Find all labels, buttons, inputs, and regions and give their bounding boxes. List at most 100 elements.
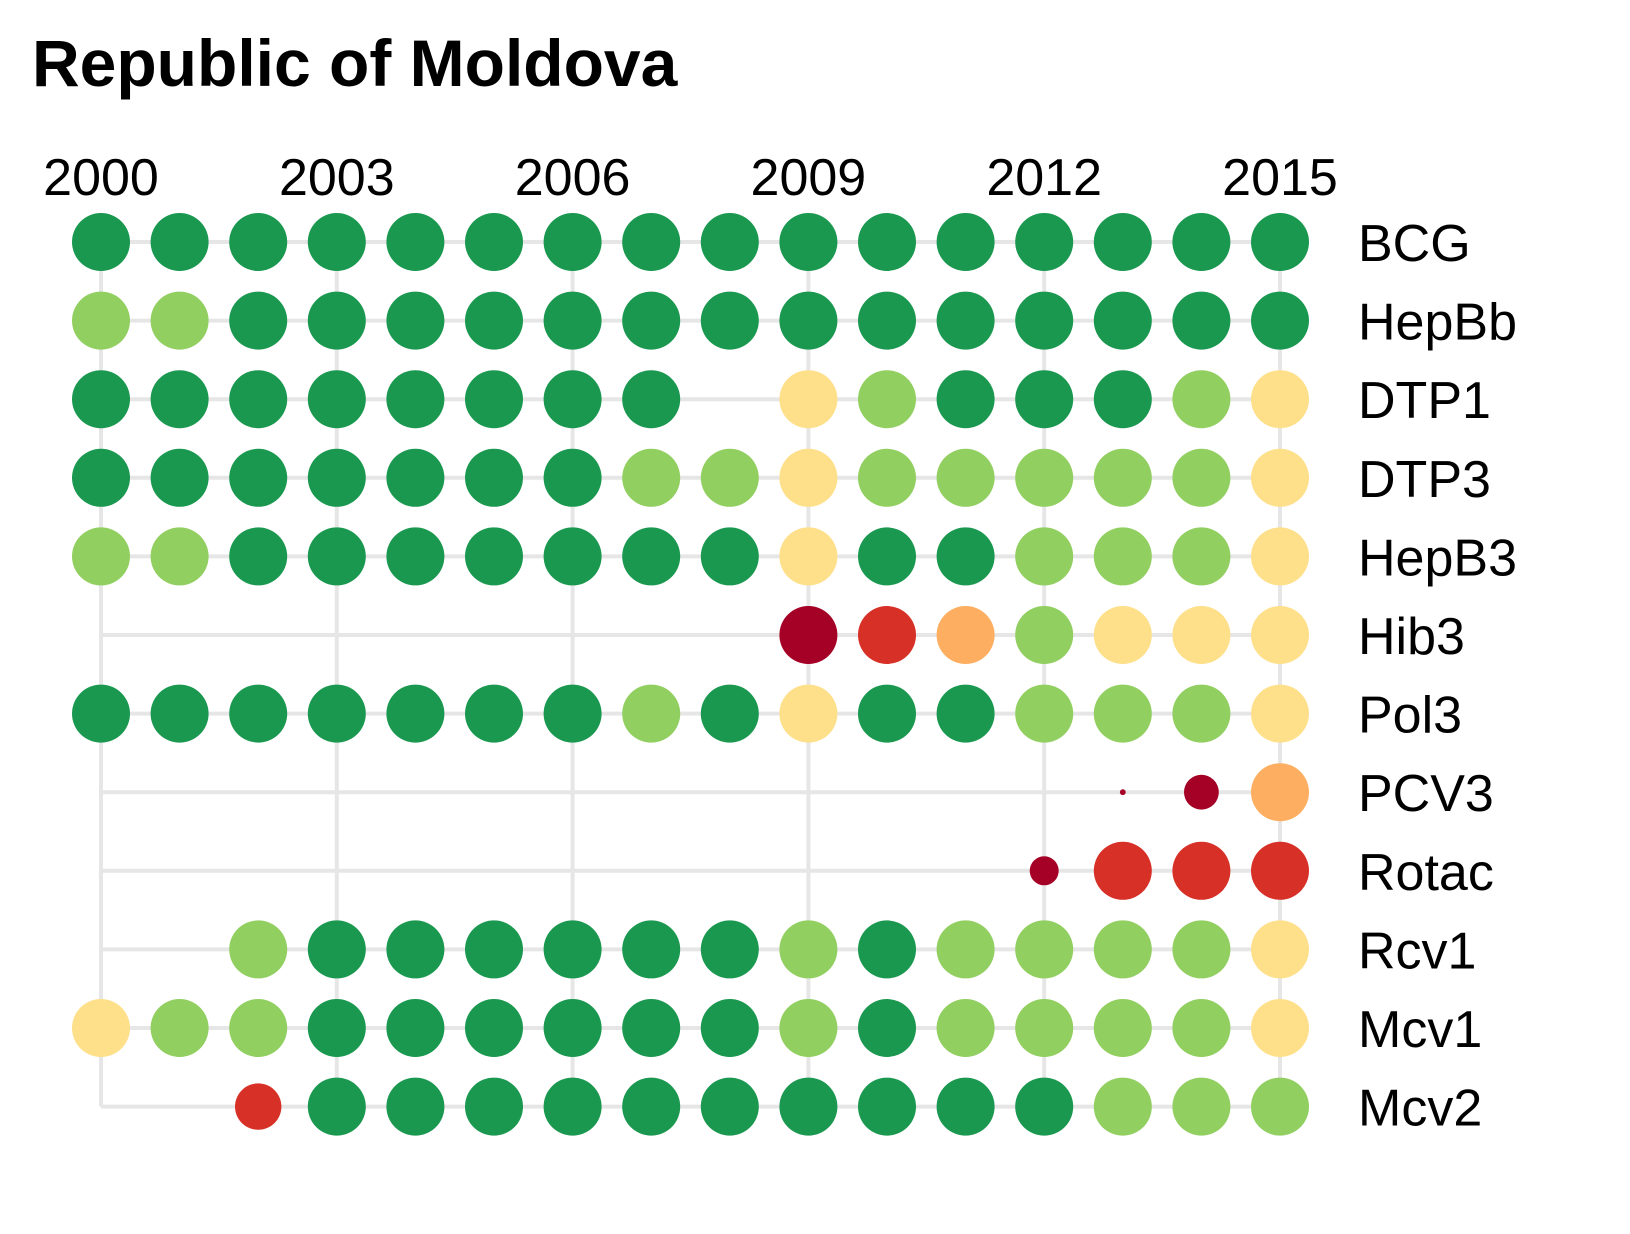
dot-hib3-2011	[936, 606, 995, 664]
dot-pol3-2015	[1251, 684, 1309, 743]
dot-pol3-2010	[858, 684, 916, 743]
dot-hib3-2015	[1251, 606, 1309, 664]
dot-hepb3-2008	[700, 527, 759, 586]
dot-rcv1-2009	[779, 920, 838, 979]
dot-hepbb-2003	[307, 291, 366, 350]
dot-hepb3-2015	[1251, 527, 1309, 586]
dot-mcv1-2004	[386, 999, 445, 1057]
dot-dtp1-2010	[858, 370, 916, 429]
dot-bcg-2004	[386, 213, 445, 271]
dot-bcg-2003	[307, 213, 366, 271]
dot-mcv2-2005	[465, 1077, 523, 1136]
x-tick-label: 2000	[43, 149, 159, 207]
row-label-bcg: BCG	[1358, 215, 1471, 273]
dot-hepbb-2015	[1251, 291, 1309, 350]
dot-mcv2-2007	[622, 1077, 681, 1136]
dot-dtp3-2006	[543, 448, 602, 507]
dot-dtp1-2004	[386, 370, 445, 429]
dot-bcg-2008	[700, 213, 759, 271]
dot-dtp3-2011	[936, 448, 995, 507]
dot-bcg-2009	[779, 213, 838, 271]
dot-dtp3-2000	[72, 448, 130, 507]
dot-dtp1-2015	[1251, 370, 1309, 429]
row-label-hepbb: HepBb	[1358, 294, 1517, 352]
dot-hepb3-2011	[936, 527, 995, 586]
dot-pcv3-2013	[1119, 789, 1126, 796]
x-tick-label: 2009	[751, 149, 867, 207]
dot-mcv2-2012	[1015, 1077, 1074, 1136]
dot-pol3-2001	[150, 684, 209, 743]
dot-mcv1-2012	[1015, 999, 1074, 1057]
dot-dtp3-2009	[779, 448, 838, 507]
dot-rcv1-2007	[622, 920, 681, 979]
dot-pol3-2004	[386, 684, 445, 743]
dot-mcv1-2006	[543, 999, 602, 1057]
dot-mcv2-2003	[307, 1077, 366, 1136]
dot-hepbb-2009	[779, 291, 838, 350]
dot-rotac-2013	[1093, 841, 1152, 900]
dot-rcv1-2013	[1093, 920, 1152, 979]
row-label-mcv2: Mcv2	[1358, 1080, 1482, 1138]
dot-hepb3-2010	[858, 527, 916, 586]
dot-mcv2-2014	[1172, 1077, 1231, 1136]
dot-mcv1-2003	[307, 999, 366, 1057]
row-label-dtp1: DTP1	[1358, 372, 1491, 430]
dot-pol3-2013	[1093, 684, 1152, 743]
dot-mcv2-2004	[386, 1077, 445, 1136]
dot-rcv1-2015	[1251, 920, 1309, 979]
x-tick-label: 2006	[515, 149, 631, 207]
row-label-hib3: Hib3	[1358, 608, 1465, 666]
dot-hib3-2013	[1093, 606, 1152, 664]
dot-pol3-2014	[1172, 684, 1231, 743]
row-label-rotac: Rotac	[1358, 844, 1494, 902]
dot-mcv2-2010	[858, 1077, 916, 1136]
dot-dtp1-2006	[543, 370, 602, 429]
dot-dtp3-2015	[1251, 448, 1309, 507]
dot-hepbb-2007	[622, 291, 681, 350]
dot-rcv1-2014	[1172, 920, 1231, 979]
dot-pol3-2008	[700, 684, 759, 743]
dot-hepb3-2009	[779, 527, 838, 586]
dot-rcv1-2003	[307, 920, 366, 979]
dot-hepb3-2001	[150, 527, 209, 586]
dot-dtp3-2008	[700, 448, 759, 507]
dot-hepbb-2006	[543, 291, 602, 350]
dot-hepb3-2005	[465, 527, 523, 586]
dot-hepb3-2002	[229, 527, 288, 586]
dot-pol3-2011	[936, 684, 995, 743]
x-tick-label: 2015	[1222, 149, 1338, 207]
dot-dtp3-2001	[150, 448, 209, 507]
dot-mcv2-2013	[1093, 1077, 1152, 1136]
dot-hepb3-2013	[1093, 527, 1152, 586]
dot-rcv1-2005	[465, 920, 523, 979]
dot-dtp3-2012	[1015, 448, 1074, 507]
dot-dtp1-2005	[465, 370, 523, 429]
dot-dtp3-2010	[858, 448, 916, 507]
row-label-mcv1: Mcv1	[1358, 1001, 1482, 1059]
dot-bcg-2002	[229, 213, 288, 271]
dot-bcg-2015	[1251, 213, 1309, 271]
dot-pol3-2002	[229, 684, 288, 743]
dot-rotac-2015	[1251, 841, 1309, 900]
dot-mcv1-2014	[1172, 999, 1231, 1057]
dot-mcv2-2008	[700, 1077, 759, 1136]
dot-bcg-2013	[1093, 213, 1152, 271]
dot-rotac-2012	[1029, 856, 1059, 886]
dot-hepbb-2000	[72, 291, 130, 350]
dot-dtp3-2014	[1172, 448, 1231, 507]
row-label-dtp3: DTP3	[1358, 451, 1491, 509]
dot-pol3-2003	[307, 684, 366, 743]
dot-hib3-2010	[858, 606, 916, 664]
dot-mcv1-2005	[465, 999, 523, 1057]
dot-dtp1-2009	[779, 370, 838, 429]
dot-dtp3-2004	[386, 448, 445, 507]
dot-hepb3-2000	[72, 527, 130, 586]
dot-pol3-2006	[543, 684, 602, 743]
dot-hepb3-2003	[307, 527, 366, 586]
dot-dtp3-2007	[622, 448, 681, 507]
dot-pcv3-2015	[1251, 763, 1309, 822]
row-labels: BCG HepBb DTP1 DTP3 HepB3 Hib3 Pol3 PCV3 Rotac Rc…	[1358, 215, 1517, 1138]
dot-hepb3-2006	[543, 527, 602, 586]
dot-rcv1-2008	[700, 920, 759, 979]
